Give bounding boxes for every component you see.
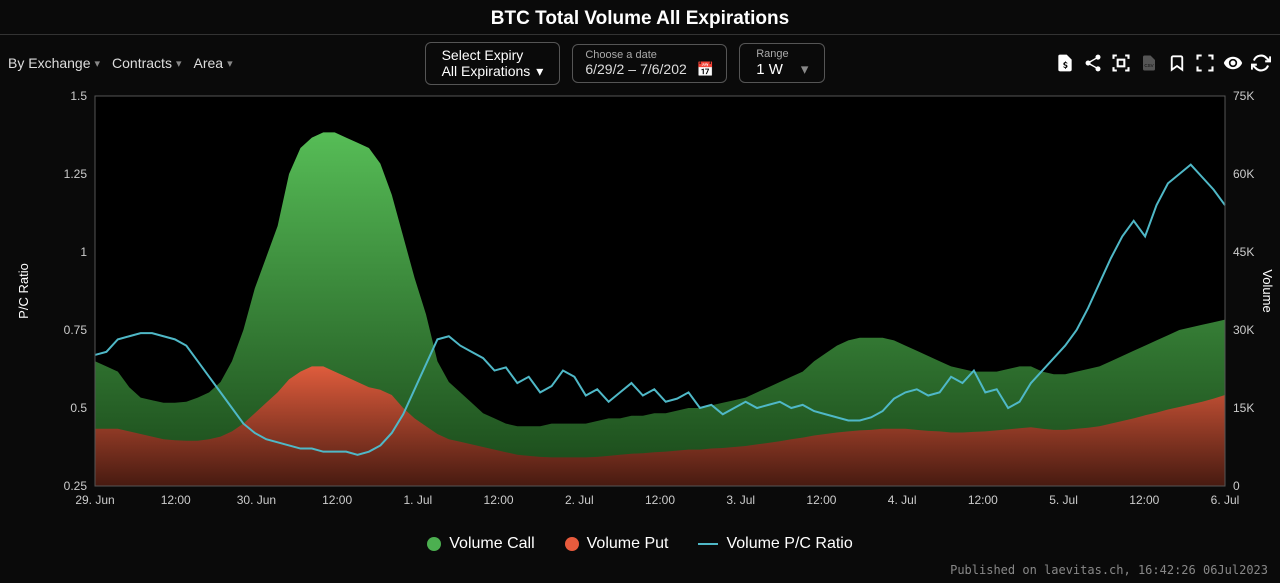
select-expiry-dropdown[interactable]: Select Expiry All Expirations ▾: [425, 42, 561, 85]
by-exchange-dropdown[interactable]: By Exchange ▾: [8, 55, 100, 71]
svg-text:12:00: 12:00: [1129, 493, 1159, 507]
chart-title: BTC Total Volume All Expirations: [0, 0, 1280, 35]
chevron-down-icon: ▾: [176, 57, 182, 70]
contracts-label: Contracts: [112, 55, 172, 71]
svg-text:30K: 30K: [1233, 323, 1254, 337]
date-to: 7/6/202: [640, 61, 687, 77]
csv-export-icon[interactable]: CSV: [1138, 52, 1160, 74]
controls-row: By Exchange ▾ Contracts ▾ Area ▾ Select …: [0, 35, 1280, 91]
date-label: Choose a date: [585, 49, 714, 61]
range-label: Range: [756, 48, 808, 60]
calendar-icon: 📅: [697, 61, 714, 78]
caret-down-icon: ▾: [801, 60, 809, 78]
bookmark-icon[interactable]: [1166, 52, 1188, 74]
svg-text:29. Jun: 29. Jun: [75, 493, 114, 507]
legend-put-label: Volume Put: [587, 535, 669, 553]
svg-text:1: 1: [80, 245, 87, 259]
share-icon[interactable]: [1082, 52, 1104, 74]
call-swatch: [427, 537, 441, 551]
svg-text:P/C Ratio: P/C Ratio: [16, 263, 31, 319]
legend-ratio[interactable]: Volume P/C Ratio: [698, 535, 852, 553]
svg-text:4. Jul: 4. Jul: [888, 493, 917, 507]
legend-put[interactable]: Volume Put: [565, 535, 669, 553]
svg-text:3. Jul: 3. Jul: [726, 493, 755, 507]
visibility-icon[interactable]: [1222, 52, 1244, 74]
svg-text:12:00: 12:00: [322, 493, 352, 507]
expiry-label: Select Expiry: [442, 47, 544, 63]
svg-text:12:00: 12:00: [968, 493, 998, 507]
svg-text:75K: 75K: [1233, 91, 1254, 103]
fullscreen-icon[interactable]: [1194, 52, 1216, 74]
svg-text:1. Jul: 1. Jul: [404, 493, 433, 507]
range-value: 1 W: [756, 61, 783, 78]
svg-text:12:00: 12:00: [806, 493, 836, 507]
svg-text:60K: 60K: [1233, 167, 1254, 181]
legend-ratio-label: Volume P/C Ratio: [726, 535, 852, 553]
svg-text:12:00: 12:00: [484, 493, 514, 507]
chart-svg: 0.25 0.5 0.75 1 1.25 1.5 0 15K 30K 45K 60K 75K 29. J…: [0, 91, 1280, 531]
area-dropdown[interactable]: Area ▾: [193, 55, 232, 71]
chevron-down-icon: ▾: [227, 57, 233, 70]
by-exchange-label: By Exchange: [8, 55, 91, 71]
svg-text:6. Jul: 6. Jul: [1211, 493, 1240, 507]
svg-text:0.75: 0.75: [64, 323, 88, 337]
contracts-dropdown[interactable]: Contracts ▾: [112, 55, 181, 71]
put-swatch: [565, 537, 579, 551]
legend-call[interactable]: Volume Call: [427, 535, 534, 553]
svg-text:5. Jul: 5. Jul: [1049, 493, 1078, 507]
range-dropdown[interactable]: Range 1 W ▾: [739, 43, 825, 83]
svg-text:45K: 45K: [1233, 245, 1254, 259]
caret-down-icon: ▾: [536, 63, 543, 80]
svg-text:15K: 15K: [1233, 401, 1254, 415]
ratio-swatch: [698, 543, 718, 545]
svg-text:2. Jul: 2. Jul: [565, 493, 594, 507]
svg-text:12:00: 12:00: [645, 493, 675, 507]
svg-text:1.5: 1.5: [70, 91, 87, 103]
svg-text:0: 0: [1233, 479, 1240, 493]
chart-area: 0.25 0.5 0.75 1 1.25 1.5 0 15K 30K 45K 60K 75K 29. J…: [0, 91, 1280, 531]
svg-text:12:00: 12:00: [161, 493, 191, 507]
refresh-icon[interactable]: [1250, 52, 1272, 74]
svg-text:30. Jun: 30. Jun: [237, 493, 276, 507]
svg-text:CSV: CSV: [1144, 63, 1153, 68]
expiry-value: All Expirations: [442, 63, 531, 79]
svg-text:0.5: 0.5: [70, 401, 87, 415]
toolbar: CSV: [1054, 52, 1272, 74]
legend: Volume Call Volume Put Volume P/C Ratio: [0, 531, 1280, 553]
date-range-picker[interactable]: Choose a date 6/29/2 – 7/6/202 📅: [572, 44, 727, 83]
price-icon[interactable]: [1054, 52, 1076, 74]
chevron-down-icon: ▾: [95, 57, 101, 70]
footer-attribution: Published on laevitas.ch, 16:42:26 06Jul…: [950, 563, 1268, 577]
area-label: Area: [193, 55, 223, 71]
screenshot-icon[interactable]: [1110, 52, 1132, 74]
legend-call-label: Volume Call: [449, 535, 534, 553]
svg-text:Volume: Volume: [1260, 269, 1275, 312]
svg-text:0.25: 0.25: [64, 479, 88, 493]
date-from: 6/29/2: [585, 61, 624, 77]
svg-text:1.25: 1.25: [64, 167, 88, 181]
